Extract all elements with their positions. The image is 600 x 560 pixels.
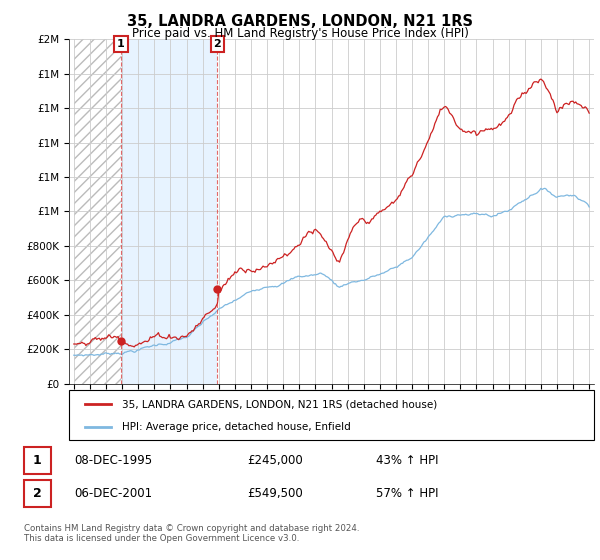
Text: 1: 1 [117, 39, 125, 49]
Text: Price paid vs. HM Land Registry's House Price Index (HPI): Price paid vs. HM Land Registry's House … [131, 27, 469, 40]
Text: £549,500: £549,500 [247, 487, 303, 500]
Text: £245,000: £245,000 [247, 454, 303, 467]
Text: 57% ↑ HPI: 57% ↑ HPI [376, 487, 438, 500]
Text: 2: 2 [214, 39, 221, 49]
Text: Contains HM Land Registry data © Crown copyright and database right 2024.
This d: Contains HM Land Registry data © Crown c… [24, 524, 359, 543]
Text: 08-DEC-1995: 08-DEC-1995 [74, 454, 152, 467]
Text: 06-DEC-2001: 06-DEC-2001 [74, 487, 152, 500]
Text: 2: 2 [33, 487, 42, 500]
Text: 1: 1 [33, 454, 42, 467]
Bar [121, 39, 217, 384]
Text: 43% ↑ HPI: 43% ↑ HPI [376, 454, 438, 467]
Bar [74, 39, 121, 384]
Text: 35, LANDRA GARDENS, LONDON, N21 1RS (detached house): 35, LANDRA GARDENS, LONDON, N21 1RS (det… [121, 399, 437, 409]
FancyBboxPatch shape [24, 480, 51, 507]
Text: HPI: Average price, detached house, Enfield: HPI: Average price, detached house, Enfi… [121, 422, 350, 432]
FancyBboxPatch shape [24, 447, 51, 474]
Text: 35, LANDRA GARDENS, LONDON, N21 1RS: 35, LANDRA GARDENS, LONDON, N21 1RS [127, 14, 473, 29]
